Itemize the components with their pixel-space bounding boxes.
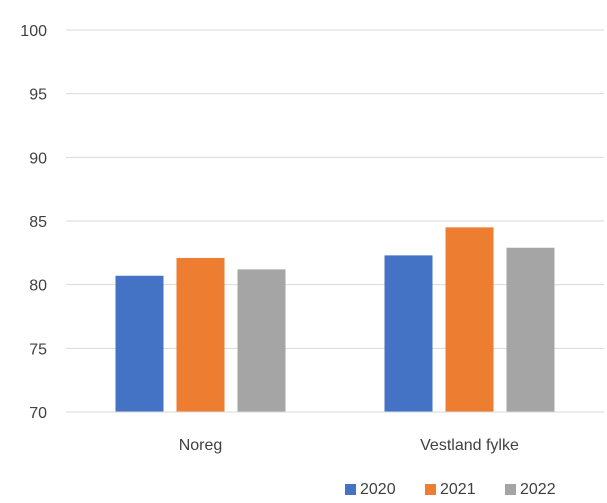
bar-2022-noreg [237,269,286,412]
bar-2022-vestland-fylke [506,247,555,412]
y-tick-label: 80 [29,278,47,295]
y-tick-label: 95 [29,87,47,104]
x-axis-category-labels: Noreg Vestland fylke [179,437,519,454]
bar-2020-noreg [115,275,164,412]
bars [115,227,555,412]
y-tick-label: 90 [29,150,47,167]
x-category-label: Vestland fylke [420,437,519,454]
y-axis-tick-labels: 70 75 80 85 90 95 100 [20,23,47,422]
y-tick-label: 85 [29,214,47,231]
legend-swatch-2021 [425,484,436,495]
legend: 2020 2021 2022 [345,481,556,498]
legend-label-2021: 2021 [440,481,476,498]
bar-2021-vestland-fylke [445,227,494,412]
legend-label-2020: 2020 [360,481,396,498]
y-tick-label: 100 [20,23,47,40]
x-category-label: Noreg [179,437,223,454]
legend-label-2022: 2022 [520,481,556,498]
legend-swatch-2020 [345,484,356,495]
legend-swatch-2022 [505,484,516,495]
y-tick-label: 75 [29,341,47,358]
bar-2021-noreg [176,257,225,412]
bar-2020-vestland-fylke [384,255,433,412]
y-tick-label: 70 [29,405,47,422]
